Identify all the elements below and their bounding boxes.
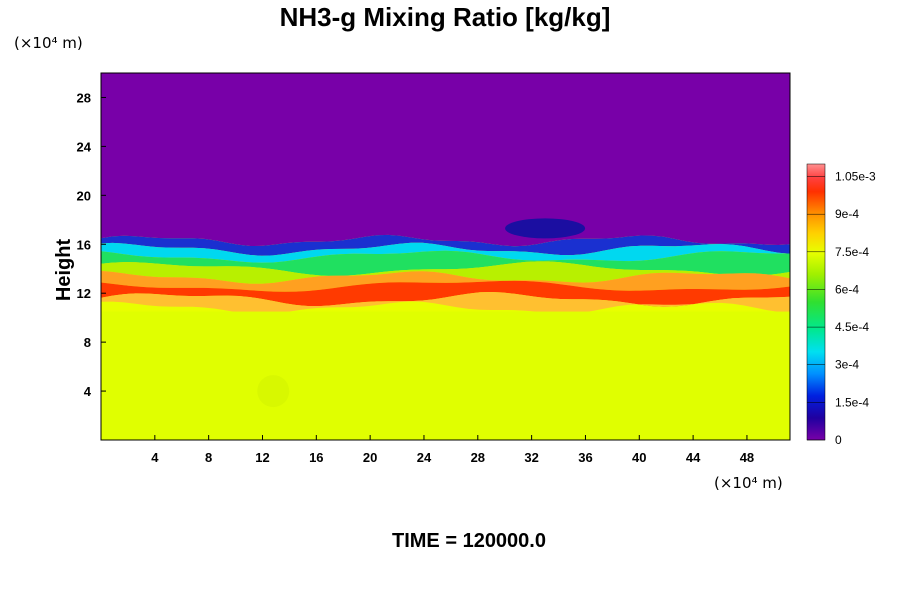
x-tick-label: 8	[205, 450, 212, 465]
field-feature	[257, 375, 290, 408]
field-maximum-layer	[101, 280, 790, 307]
colorbar-tick-label: 9e-4	[835, 207, 859, 221]
x-axis: 4 8 12 16 20 24 28 32 36 40 44 48	[151, 435, 754, 465]
y-tick-label: 20	[77, 188, 91, 203]
field-upper-layer	[101, 73, 790, 247]
colorbar-tick-label: 7.5e-4	[835, 245, 869, 259]
chart-title: NH3-g Mixing Ratio [kg/kg]	[279, 2, 611, 32]
x-tick-label: 28	[471, 450, 485, 465]
y-tick-label: 24	[77, 139, 92, 154]
colorbar-tick-label: 1.5e-4	[835, 395, 869, 409]
x-tick-label: 36	[578, 450, 592, 465]
plot-frame	[100, 72, 791, 441]
x-tick-label: 48	[740, 450, 754, 465]
field-yellowgreen-layer	[101, 261, 790, 284]
y-tick-label: 8	[84, 335, 91, 350]
field-cloud-top-layer	[101, 234, 790, 256]
x-tick-label: 4	[151, 450, 159, 465]
field-cyan-layer	[101, 242, 790, 263]
time-label: TIME = 120000.0	[392, 530, 546, 552]
colorbar-tick-label: 0	[835, 433, 842, 447]
colorbar-tick-label: 4.5e-4	[835, 320, 869, 334]
colorbar-tick-label: 1.05e-3	[835, 170, 876, 184]
field-feature	[505, 218, 586, 239]
x-tick-label: 44	[686, 450, 701, 465]
x-tick-label: 20	[363, 450, 377, 465]
x-tick-label: 40	[632, 450, 646, 465]
x-tick-label: 16	[309, 450, 323, 465]
colorbar-tick-label: 6e-4	[835, 282, 859, 296]
y-tick-label: 4	[84, 384, 92, 399]
y-axis: 4 8 12 16 20 24 28	[77, 90, 106, 399]
x-tick-label: 12	[255, 450, 269, 465]
y-tick-label: 12	[77, 286, 91, 301]
y-axis-unit: (×10⁴ m)	[14, 34, 83, 52]
field-lower-layer	[101, 311, 790, 440]
field-orange-layer	[101, 270, 790, 292]
colorbar: 0 1.5e-4 3e-4 4.5e-4 6e-4 7.5e-4 9e-4 1.05e-3	[806, 163, 876, 447]
colorbar-tick-label: 3e-4	[835, 358, 859, 372]
colorbar-ticks: 0 1.5e-4 3e-4 4.5e-4 6e-4 7.5e-4 9e-4 1.05e-3	[807, 170, 876, 447]
field-orange-lower-layer	[101, 292, 790, 315]
field-green-layer	[101, 250, 790, 276]
y-axis-label: Height	[53, 239, 75, 302]
x-tick-label: 32	[524, 450, 538, 465]
plot-area	[100, 72, 791, 441]
y-tick-label: 28	[77, 90, 91, 105]
x-tick-label: 24	[417, 450, 432, 465]
colorbar-scale	[806, 163, 826, 441]
x-axis-unit: (×10⁴ m)	[714, 474, 783, 492]
y-tick-label: 16	[77, 237, 91, 252]
